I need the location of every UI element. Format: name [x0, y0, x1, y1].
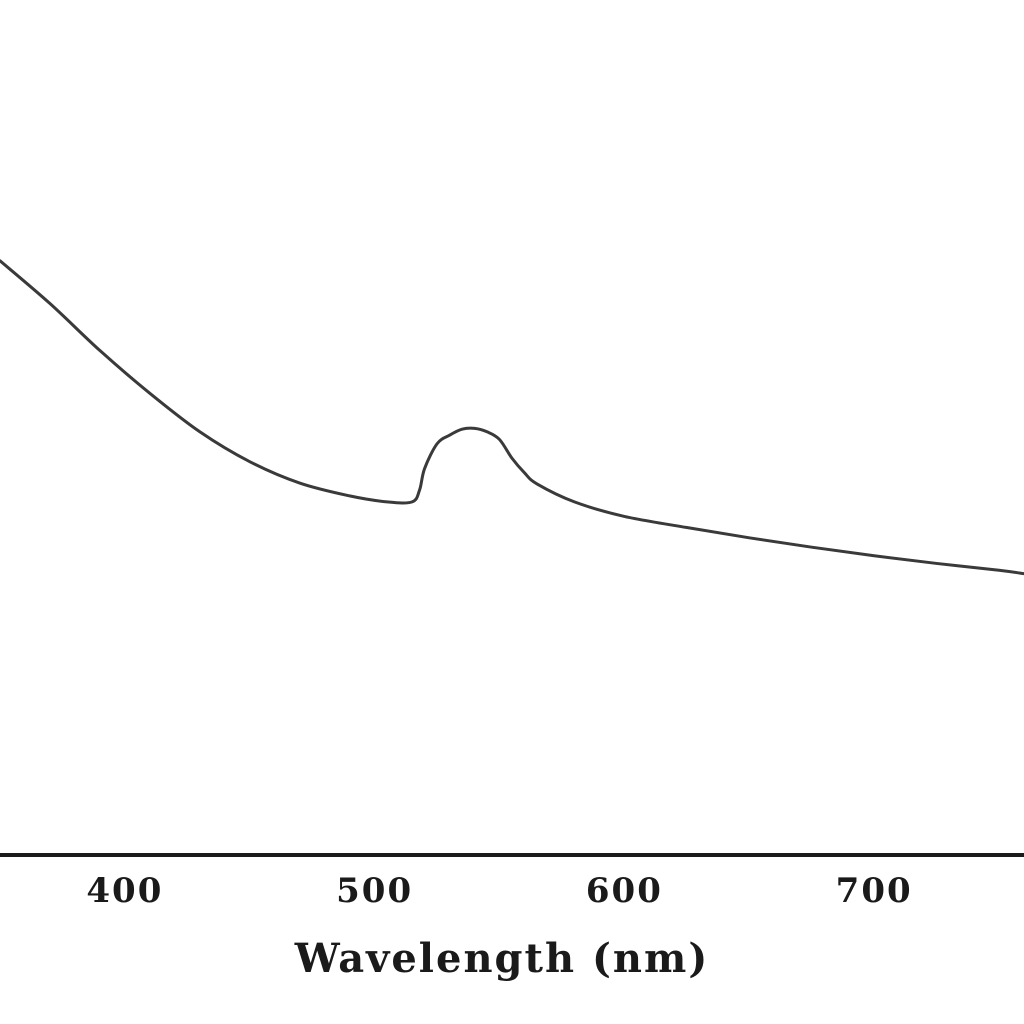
x-axis-ticks: 400 500 600 700: [86, 871, 913, 911]
x-tick-label: 400: [86, 871, 163, 911]
x-tick-label: 600: [586, 871, 663, 911]
x-tick-label: 500: [336, 871, 413, 911]
x-tick-label: 700: [836, 871, 913, 911]
series-line-0: [0, 259, 1024, 576]
x-axis-title: Wavelength (nm): [294, 935, 710, 982]
plot-area: [0, 259, 1024, 576]
